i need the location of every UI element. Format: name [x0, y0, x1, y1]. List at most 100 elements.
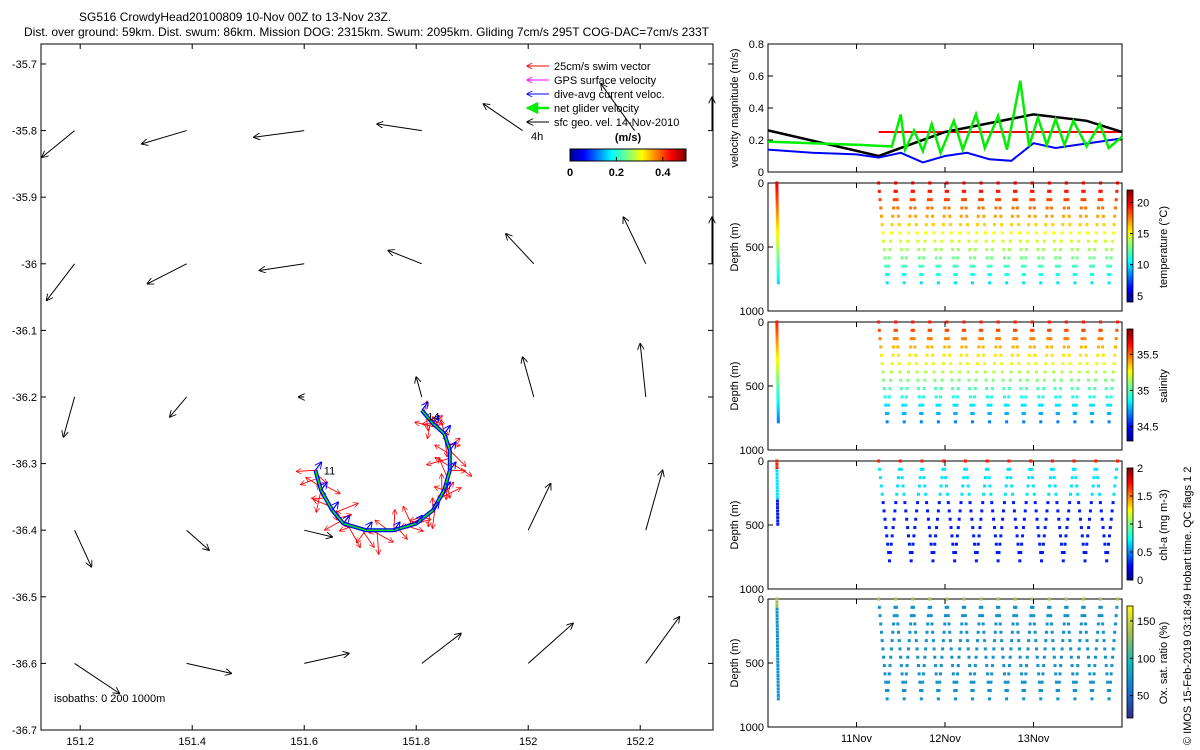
profile-marker: [943, 206, 947, 210]
legend-label: 25cm/s swim vector: [554, 61, 651, 73]
map-ytick-label: -36.7: [12, 725, 37, 737]
profile-marker: [879, 484, 883, 488]
profile-marker: [1061, 362, 1065, 366]
profile-marker: [1104, 248, 1108, 252]
profile-marker: [973, 395, 977, 399]
profile-marker: [1065, 526, 1069, 530]
profile-marker: [921, 395, 925, 399]
profile-marker: [1104, 387, 1108, 391]
profile-marker: [882, 239, 886, 243]
profile-marker: [1090, 420, 1094, 424]
profile-marker: [776, 374, 780, 378]
profile-marker: [930, 206, 934, 210]
profile-marker: [775, 214, 779, 218]
geo-velocity-arrow: [527, 623, 573, 664]
profile-marker: [1005, 412, 1009, 416]
profile-marker: [973, 387, 977, 391]
profile-marker: [976, 542, 980, 546]
map-ytick-label: -35.9: [12, 192, 37, 204]
profile-marker: [956, 526, 960, 530]
profile-marker: [1086, 378, 1090, 382]
profile-marker: [1068, 639, 1072, 643]
salinity-axes-frame: [767, 321, 1123, 451]
time-tick-label: 13Nov: [1018, 733, 1050, 745]
profile-marker: [934, 672, 938, 676]
profile-marker: [992, 526, 996, 530]
profile-marker: [881, 370, 885, 374]
profile-marker: [1045, 345, 1049, 349]
profile-marker: [1112, 362, 1116, 366]
profile-marker: [902, 420, 906, 424]
profile-marker: [1097, 337, 1101, 341]
profile-marker: [883, 517, 887, 521]
profile-marker: [946, 501, 950, 505]
profile-marker: [911, 189, 915, 193]
geo-velocity-arrow: [142, 130, 187, 144]
profile-marker: [926, 622, 930, 626]
profile-marker: [1111, 231, 1115, 235]
profile-marker: [1109, 672, 1113, 676]
profile-marker: [929, 614, 933, 618]
profile-marker: [1052, 655, 1056, 659]
profile-marker: [1106, 680, 1110, 684]
profile-marker: [903, 689, 907, 693]
profile-marker: [1106, 403, 1110, 407]
profile-marker: [1033, 630, 1037, 634]
profile-marker: [988, 697, 992, 701]
profile-marker: [1062, 214, 1066, 218]
profile-marker: [1101, 345, 1105, 349]
profile-marker: [979, 597, 983, 601]
profile-marker: [964, 459, 968, 463]
profile-marker: [946, 328, 950, 332]
profile-marker: [775, 204, 779, 208]
profile-marker: [948, 362, 952, 366]
profile-marker: [1023, 264, 1027, 268]
swim-vector: [403, 506, 413, 526]
profile-marker: [1094, 231, 1098, 235]
profile-marker: [909, 622, 913, 626]
profile-marker: [1068, 501, 1072, 505]
profile-marker: [1060, 647, 1064, 651]
profile-marker: [932, 231, 936, 235]
profile-marker: [976, 630, 980, 634]
profile-marker: [775, 496, 779, 500]
colorbar-tick-label: 1.5: [1137, 491, 1152, 503]
profile-marker: [957, 239, 961, 243]
swim-vector: [427, 457, 450, 465]
profile-marker: [947, 345, 951, 349]
profile-marker: [886, 273, 890, 277]
profile-marker: [776, 381, 780, 385]
profile-marker: [881, 647, 885, 651]
profile-marker: [1047, 597, 1051, 601]
profile-marker: [1062, 206, 1066, 210]
profile-marker: [776, 366, 780, 370]
profile-marker: [912, 534, 916, 538]
profile-marker: [955, 264, 959, 268]
depth-ytick-label: 0: [758, 178, 764, 190]
profile-marker: [953, 697, 957, 701]
profile-marker: [1081, 597, 1085, 601]
geo-velocity-arrow: [304, 529, 332, 537]
profile-marker: [920, 459, 924, 463]
profile-marker: [1113, 353, 1117, 357]
profile-marker: [1096, 476, 1100, 480]
profile-marker: [909, 614, 913, 618]
profile-marker: [998, 622, 1002, 626]
profile-marker: [983, 476, 987, 480]
profile-marker: [1042, 534, 1046, 538]
profile-marker: [993, 534, 997, 538]
profile-marker: [1057, 273, 1061, 277]
profile-marker: [983, 639, 987, 643]
profile-marker: [776, 670, 780, 674]
profile-marker: [776, 519, 780, 523]
profile-marker: [1035, 647, 1039, 651]
profile-marker: [943, 198, 947, 202]
profile-marker: [1052, 231, 1056, 235]
profile-marker: [1101, 622, 1105, 626]
profile-marker: [1034, 223, 1038, 227]
profile-marker: [1077, 231, 1081, 235]
profile-marker: [933, 378, 937, 382]
profile-marker: [929, 337, 933, 341]
profile-marker: [1000, 526, 1004, 530]
profile-marker: [776, 371, 780, 375]
